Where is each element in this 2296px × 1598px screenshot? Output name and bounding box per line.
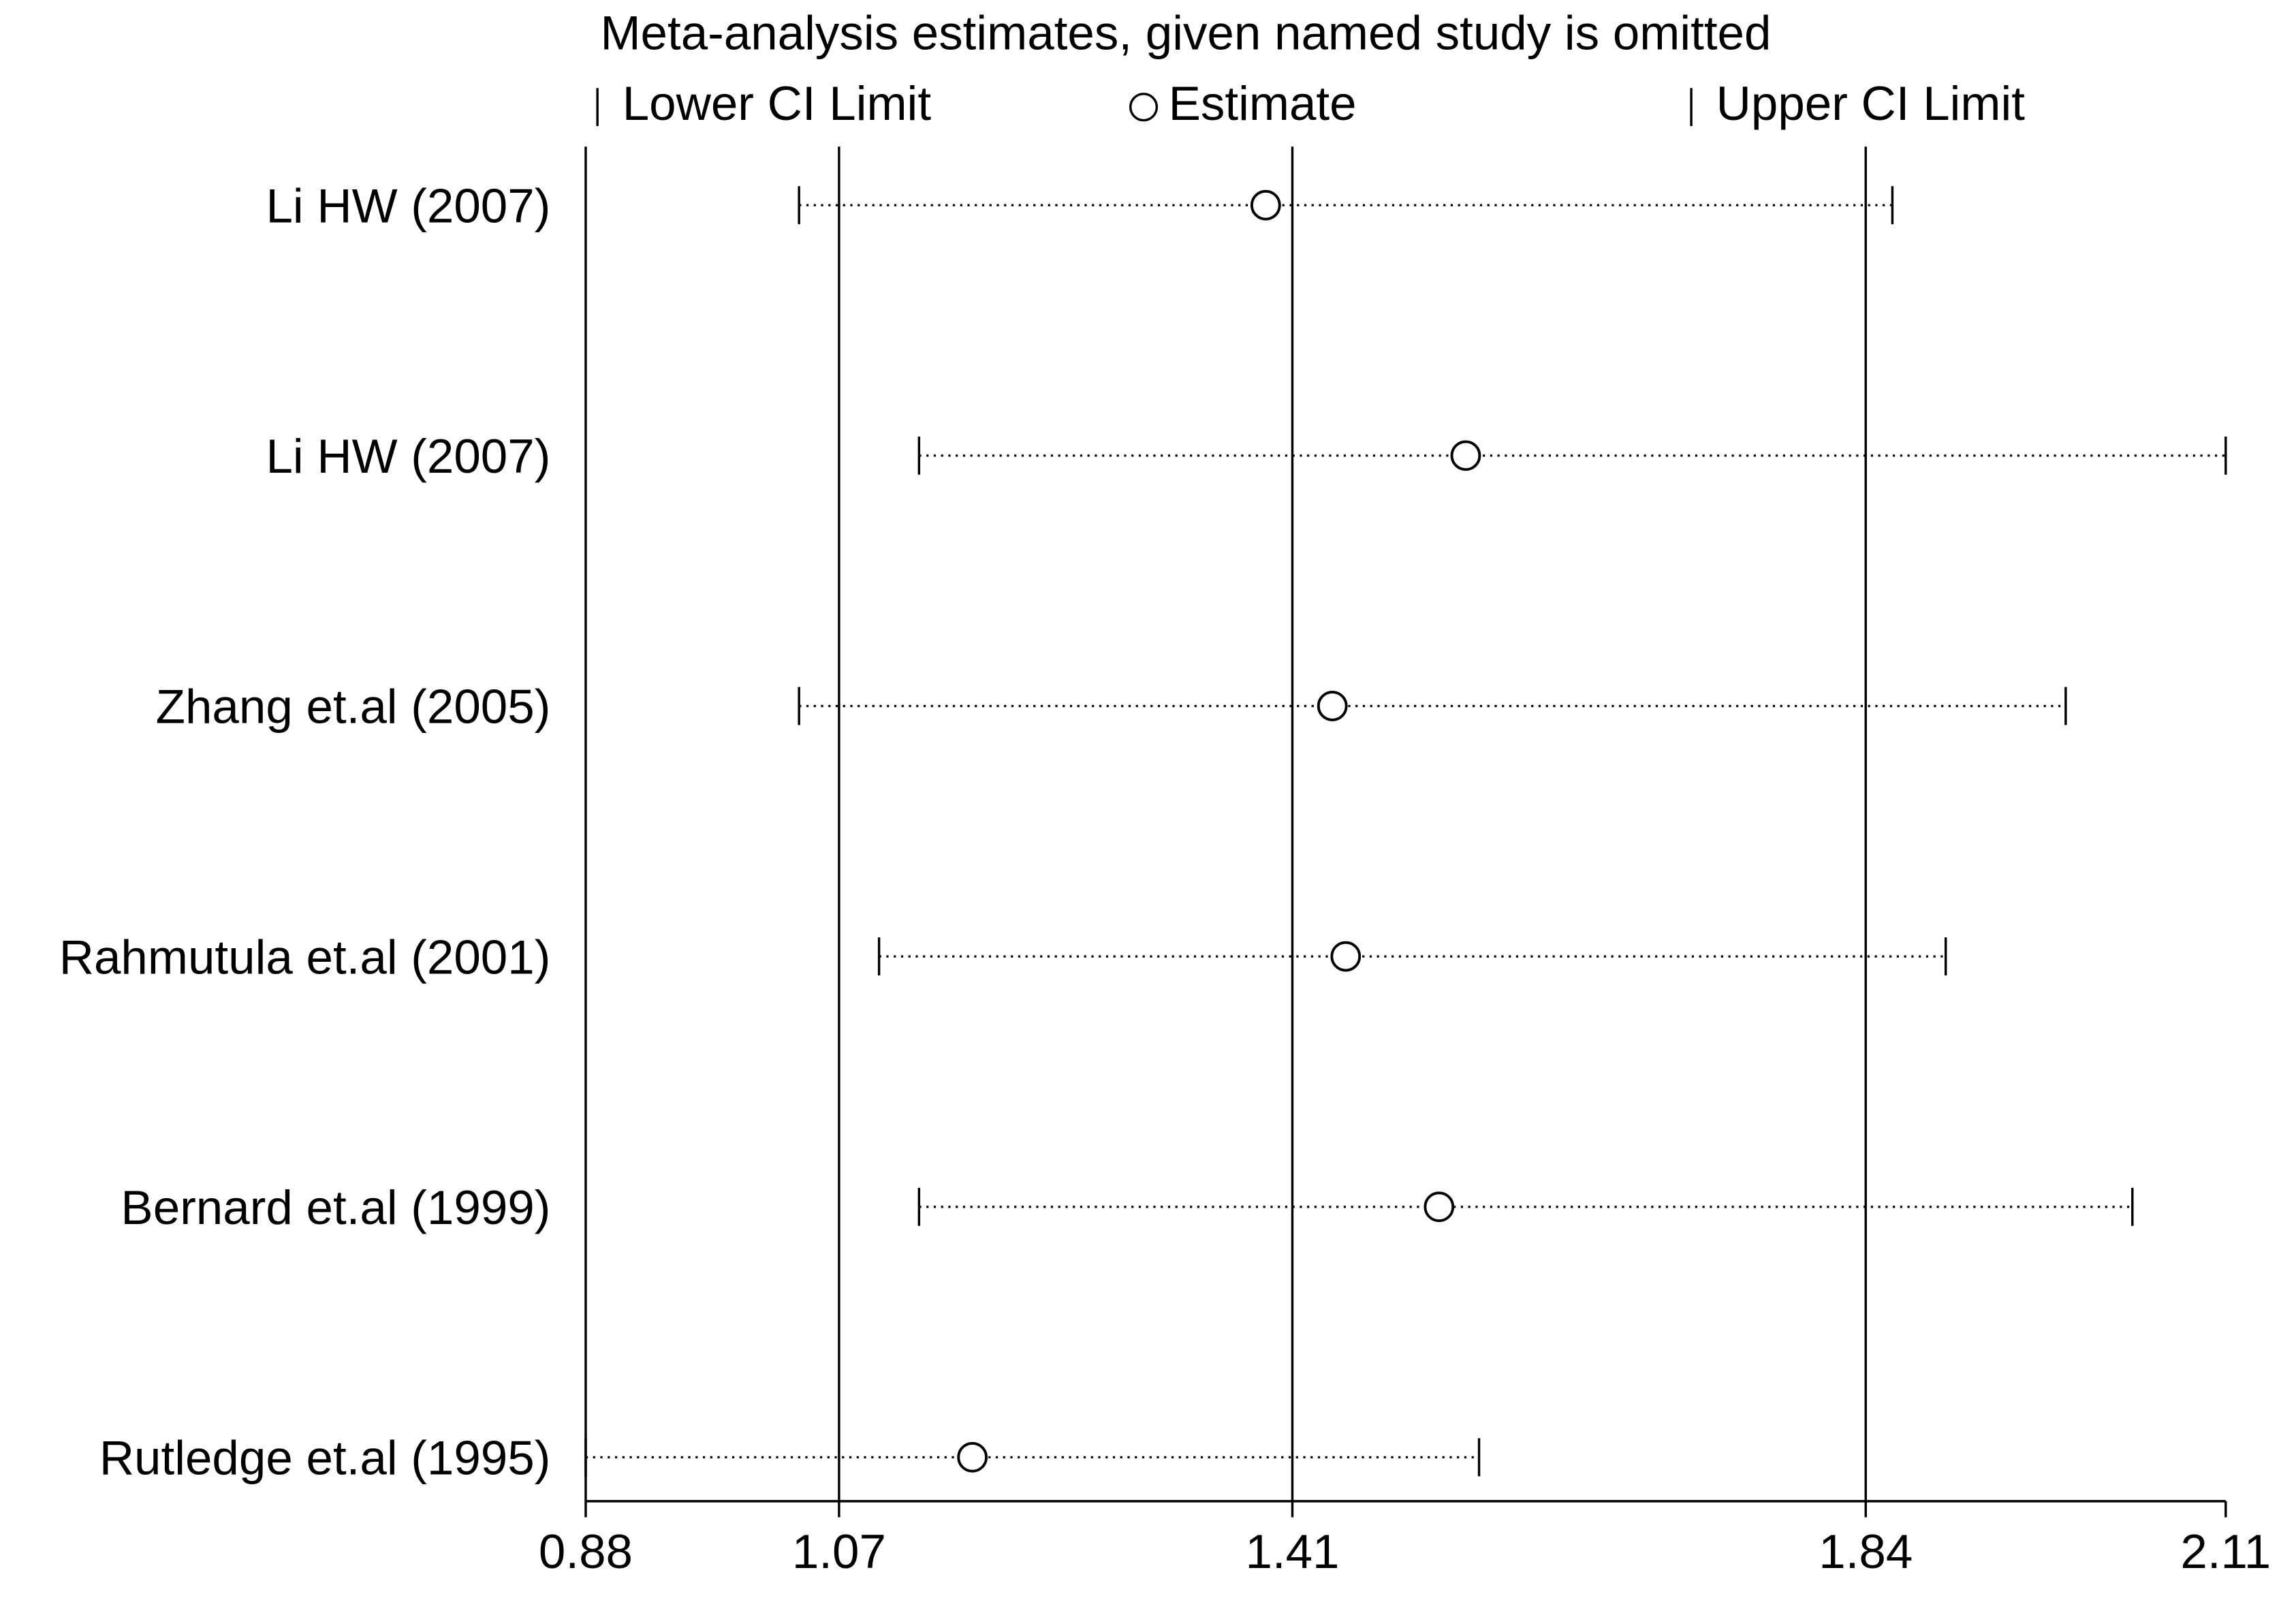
estimate-marker [1330,941,1362,972]
x-tick-label: 1.84 [1819,1525,1913,1579]
x-tick-label: 0.88 [539,1525,633,1579]
legend-label: Estimate [1169,77,1357,131]
y-tick-label: Li HW (2007) [266,179,550,233]
estimate-marker [1250,189,1281,221]
estimate-marker [1450,440,1481,471]
y-tick-label: Zhang et.al (2005) [156,680,551,734]
legend-label: Upper CI Limit [1716,77,2026,131]
estimate-marker [957,1442,988,1473]
y-tick-label: Rutledge et.al (1995) [99,1432,551,1486]
y-tick-label: Li HW (2007) [266,430,550,484]
y-tick-label: Rahmutula et.al (2001) [59,930,551,984]
x-tick-label: 1.41 [1245,1525,1339,1579]
legend-marker [1129,93,1159,122]
x-tick-label: 1.07 [792,1525,886,1579]
chart-title: Meta-analysis estimates, given named stu… [600,7,1771,61]
y-tick-label: Bernard et.al (1999) [121,1181,550,1235]
legend-label: Lower CI Limit [623,77,932,131]
estimate-marker [1317,691,1348,721]
estimate-marker [1424,1191,1455,1223]
x-tick-label: 2.11 [2180,1525,2271,1579]
